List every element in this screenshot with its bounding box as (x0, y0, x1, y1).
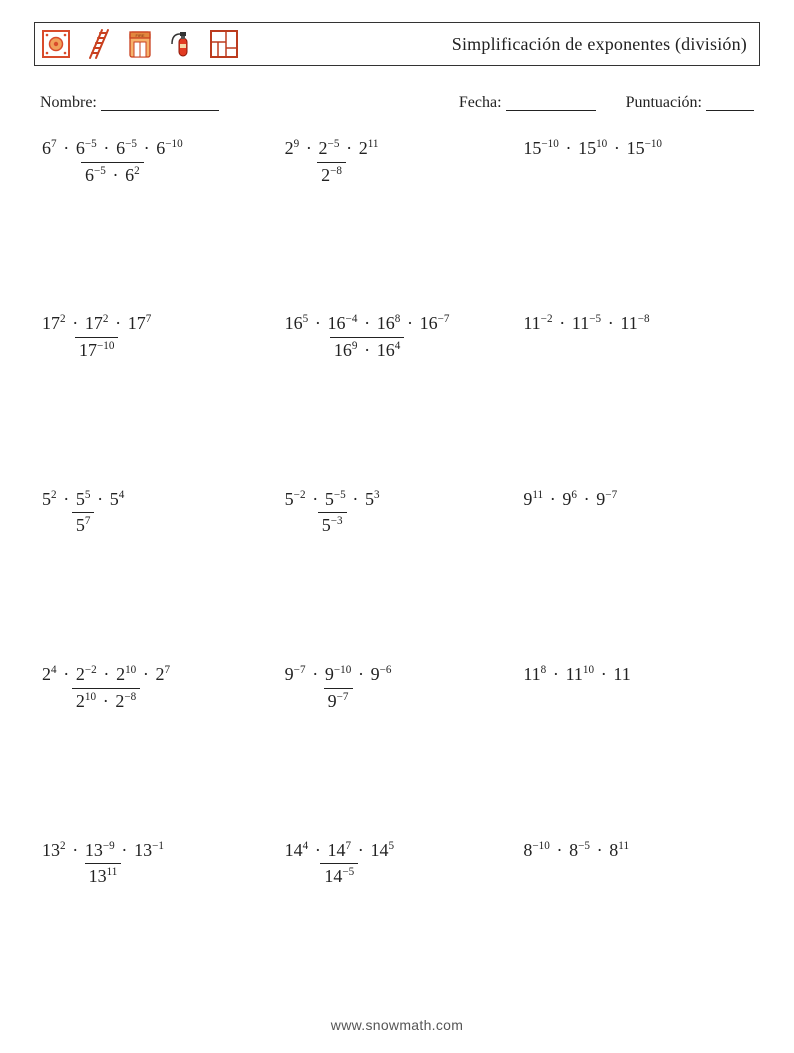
numerator: 132 · 13−9 · 13−1 (38, 840, 168, 864)
numerator: 9−7 · 9−10 · 9−6 (281, 664, 396, 688)
svg-text:FIRE: FIRE (135, 33, 144, 38)
header-icons: FIRE (39, 27, 241, 61)
denominator: 169 · 164 (330, 337, 404, 362)
expression: 118 · 1110 · 11 (523, 664, 630, 686)
extinguisher-icon (165, 27, 199, 61)
problem-cell: 15−10 · 1510 · 15−10 (523, 134, 756, 299)
problem-cell: 911 · 96 · 9−7 (523, 485, 756, 650)
denominator: 1311 (85, 863, 122, 888)
floor-plan-icon (207, 27, 241, 61)
denominator: 17−10 (75, 337, 118, 362)
problem-cell: 132 · 13−9 · 13−11311 (38, 836, 271, 1001)
problem-cell: 9−7 · 9−10 · 9−69−7 (281, 660, 514, 825)
date-label: Fecha: (459, 94, 502, 111)
fraction: 9−7 · 9−10 · 9−69−7 (281, 664, 396, 712)
denominator: 9−7 (324, 688, 353, 713)
numerator: 5−2 · 5−5 · 53 (281, 489, 384, 513)
problem-cell: 67 · 6−5 · 6−5 · 6−106−5 · 62 (38, 134, 271, 299)
score-blank[interactable] (706, 110, 754, 111)
header-box: FIRE (34, 22, 760, 66)
numerator: 52 · 55 · 54 (38, 489, 128, 513)
fraction: 165 · 16−4 · 168 · 16−7169 · 164 (281, 313, 454, 361)
numerator: 144 · 147 · 145 (281, 840, 398, 864)
numerator: 172 · 172 · 177 (38, 313, 155, 337)
ladder-icon (81, 27, 115, 61)
denominator: 210 · 2−8 (72, 688, 140, 713)
fraction: 52 · 55 · 5457 (38, 489, 128, 537)
score-label: Puntuación: (626, 94, 702, 111)
problem-cell: 11−2 · 11−5 · 11−8 (523, 309, 756, 474)
numerator: 29 · 2−5 · 211 (281, 138, 383, 162)
problems-grid: 67 · 6−5 · 6−5 · 6−106−5 · 62 29 · 2−5 · … (34, 134, 760, 1011)
fraction: 29 · 2−5 · 2112−8 (281, 138, 383, 186)
name-label: Nombre: (40, 94, 97, 111)
fire-alarm-icon (39, 27, 73, 61)
problem-cell: 8−10 · 8−5 · 811 (523, 836, 756, 1001)
meta-row: Nombre: Fecha: Puntuación: (40, 94, 754, 112)
problem-cell: 24 · 2−2 · 210 · 27210 · 2−8 (38, 660, 271, 825)
date-blank[interactable] (506, 110, 596, 111)
fire-station-icon: FIRE (123, 27, 157, 61)
numerator: 24 · 2−2 · 210 · 27 (38, 664, 174, 688)
denominator: 57 (72, 512, 95, 537)
expression: 11−2 · 11−5 · 11−8 (523, 313, 649, 335)
expression: 911 · 96 · 9−7 (523, 489, 617, 511)
fraction: 67 · 6−5 · 6−5 · 6−106−5 · 62 (38, 138, 187, 186)
footer-url: www.snowmath.com (34, 1011, 760, 1033)
numerator: 67 · 6−5 · 6−5 · 6−10 (38, 138, 187, 162)
denominator: 6−5 · 62 (81, 162, 144, 187)
fraction: 132 · 13−9 · 13−11311 (38, 840, 168, 888)
expression: 15−10 · 1510 · 15−10 (523, 138, 662, 160)
problem-cell: 118 · 1110 · 11 (523, 660, 756, 825)
problem-cell: 5−2 · 5−5 · 535−3 (281, 485, 514, 650)
worksheet-page: FIRE (0, 0, 794, 1053)
problem-cell: 29 · 2−5 · 2112−8 (281, 134, 514, 299)
fraction: 144 · 147 · 14514−5 (281, 840, 398, 888)
expression: 8−10 · 8−5 · 811 (523, 840, 629, 862)
fraction: 5−2 · 5−5 · 535−3 (281, 489, 384, 537)
date-field: Fecha: (459, 94, 596, 112)
denominator: 5−3 (318, 512, 347, 537)
fraction: 172 · 172 · 17717−10 (38, 313, 155, 361)
worksheet-title: Simplificación de exponentes (división) (452, 34, 747, 55)
name-field: Nombre: (40, 94, 219, 112)
denominator: 2−8 (317, 162, 346, 187)
score-field: Puntuación: (626, 94, 754, 112)
problem-cell: 52 · 55 · 5457 (38, 485, 271, 650)
fraction: 24 · 2−2 · 210 · 27210 · 2−8 (38, 664, 174, 712)
name-blank[interactable] (101, 110, 219, 111)
numerator: 165 · 16−4 · 168 · 16−7 (281, 313, 454, 337)
problem-cell: 144 · 147 · 14514−5 (281, 836, 514, 1001)
denominator: 14−5 (320, 863, 358, 888)
problem-cell: 172 · 172 · 17717−10 (38, 309, 271, 474)
meta-right: Fecha: Puntuación: (459, 94, 754, 112)
problem-cell: 165 · 16−4 · 168 · 16−7169 · 164 (281, 309, 514, 474)
